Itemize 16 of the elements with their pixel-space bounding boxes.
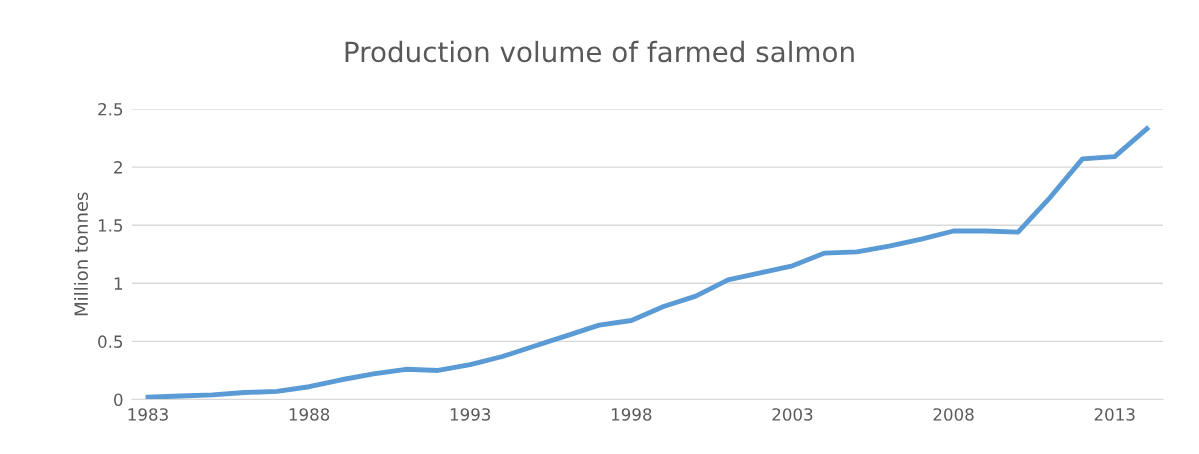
y-axis-title: Million tonnes: [74, 192, 88, 316]
x-tick-label: 2008: [933, 408, 974, 421]
x-tick-label: 2003: [772, 408, 813, 421]
x-tick-label: 1983: [128, 408, 168, 421]
x-tick-label: 1998: [611, 408, 652, 421]
y-tick-label: 2.5: [98, 102, 123, 116]
x-tick-label: 1988: [289, 408, 330, 421]
y-tick-label: 1: [114, 277, 123, 290]
x-tick-label: 2013: [1094, 408, 1135, 421]
y-tick-label: 0: [114, 393, 123, 407]
chart-title: Production volume of farmed salmon: [345, 40, 854, 63]
y-tick-label: 2: [114, 161, 122, 174]
y-tick-label: 0.5: [98, 335, 123, 348]
y-tick-label: 1.5: [98, 219, 123, 232]
x-tick-label: 1993: [450, 408, 491, 421]
line-series: [145, 126, 1150, 400]
